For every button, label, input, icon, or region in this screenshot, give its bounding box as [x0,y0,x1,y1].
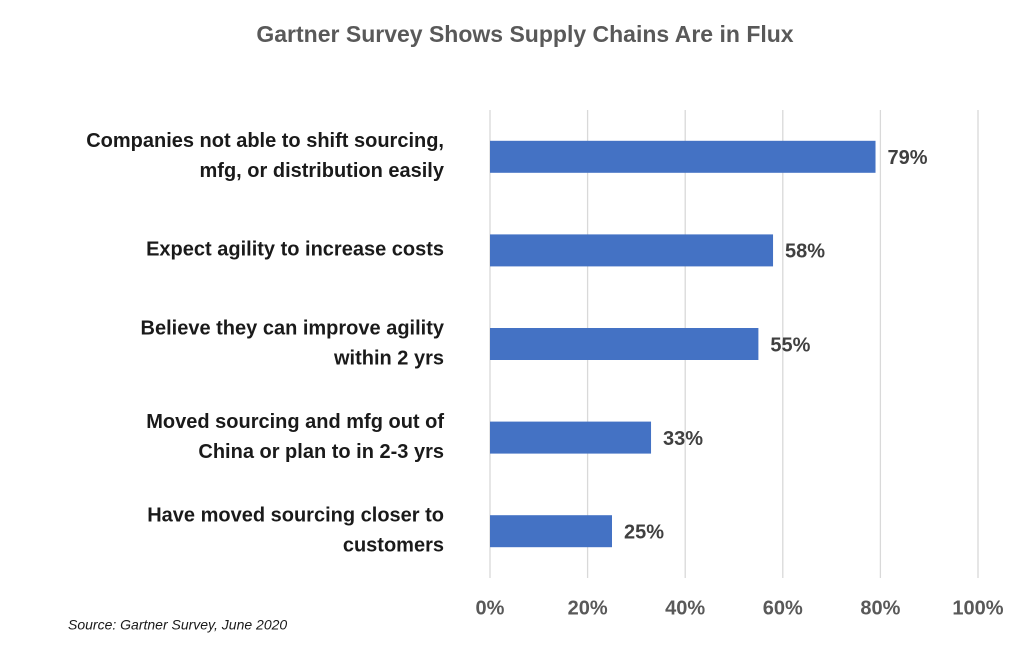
chart-title: Gartner Survey Shows Supply Chains Are i… [256,21,793,47]
bar [490,515,612,548]
x-tick-label: 0% [476,597,505,619]
value-label: 55% [770,334,810,356]
x-tick-label: 40% [665,597,705,619]
source-note: Source: Gartner Survey, June 2020 [68,617,287,633]
bar [490,421,652,454]
x-tick-label: 80% [860,597,900,619]
value-label: 33% [663,428,703,450]
category-label: Have moved sourcing closer to [147,504,444,526]
x-tick-label: 100% [952,597,1003,619]
category-label: Moved sourcing and mfg out of [146,411,444,433]
category-label: Companies not able to shift sourcing, [86,130,444,152]
value-label: 79% [888,147,928,169]
value-label: 25% [624,521,664,543]
category-label: China or plan to in 2-3 yrs [198,441,444,463]
bar [490,140,876,173]
category-label: Believe they can improve agility [141,317,445,339]
category-label: within 2 yrs [333,347,444,369]
category-label: customers [343,534,444,556]
bar [490,328,759,360]
x-tick-label: 20% [568,597,608,619]
category-label: mfg, or distribution easily [200,160,445,182]
category-label: Expect agility to increase costs [146,239,444,261]
x-tick-label: 60% [763,597,803,619]
bar [490,234,774,267]
value-label: 58% [785,241,825,263]
